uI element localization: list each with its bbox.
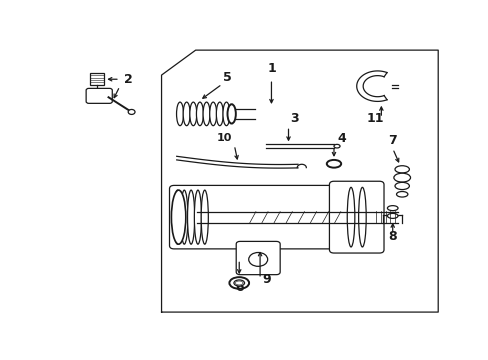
Ellipse shape [227, 104, 235, 123]
Circle shape [128, 109, 135, 114]
Ellipse shape [196, 102, 203, 126]
Ellipse shape [394, 166, 408, 173]
Ellipse shape [393, 173, 410, 182]
FancyBboxPatch shape [236, 242, 280, 275]
Ellipse shape [326, 160, 341, 168]
Ellipse shape [223, 102, 229, 126]
Ellipse shape [176, 102, 183, 126]
FancyBboxPatch shape [329, 181, 383, 253]
Ellipse shape [386, 206, 397, 211]
Text: 8: 8 [387, 230, 396, 243]
Text: 11: 11 [366, 112, 384, 125]
FancyBboxPatch shape [86, 89, 112, 103]
Text: 10: 10 [217, 133, 232, 143]
FancyBboxPatch shape [169, 185, 368, 249]
Ellipse shape [203, 102, 210, 126]
Circle shape [248, 252, 267, 266]
Ellipse shape [209, 102, 216, 126]
Ellipse shape [174, 190, 181, 244]
Ellipse shape [201, 190, 208, 244]
Ellipse shape [396, 192, 407, 197]
Ellipse shape [171, 190, 185, 244]
Ellipse shape [233, 280, 244, 286]
Text: 1: 1 [266, 62, 275, 75]
Text: 6: 6 [234, 281, 243, 294]
Text: 7: 7 [387, 134, 396, 147]
Ellipse shape [358, 187, 366, 247]
Text: 3: 3 [289, 112, 298, 125]
Ellipse shape [229, 277, 248, 289]
Ellipse shape [346, 187, 354, 247]
Bar [90, 73, 104, 85]
Text: 4: 4 [337, 132, 345, 145]
Ellipse shape [187, 190, 194, 244]
Text: 9: 9 [262, 273, 270, 286]
Ellipse shape [333, 144, 339, 148]
Ellipse shape [181, 190, 187, 244]
Ellipse shape [394, 183, 408, 190]
Ellipse shape [194, 190, 201, 244]
Text: 2: 2 [123, 73, 132, 86]
Ellipse shape [386, 213, 397, 219]
Text: 5: 5 [223, 71, 232, 84]
Ellipse shape [189, 102, 196, 126]
Ellipse shape [183, 102, 190, 126]
Ellipse shape [216, 102, 223, 126]
